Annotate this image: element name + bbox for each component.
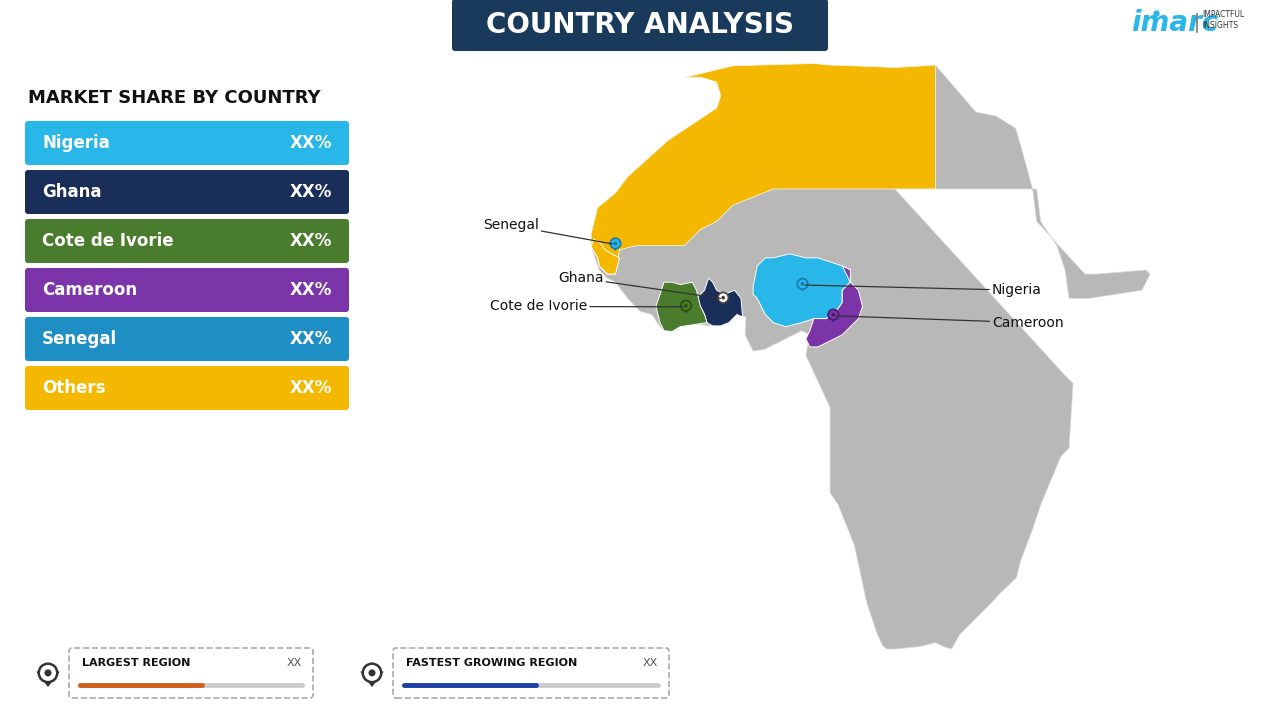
Text: XX%: XX% xyxy=(289,134,332,152)
Text: XX%: XX% xyxy=(289,183,332,201)
Text: Ghana: Ghana xyxy=(558,271,721,298)
Text: XX%: XX% xyxy=(289,379,332,397)
Polygon shape xyxy=(591,63,936,274)
FancyBboxPatch shape xyxy=(26,268,349,312)
Text: COUNTRY ANALYSIS: COUNTRY ANALYSIS xyxy=(486,11,794,39)
Text: Cameroon: Cameroon xyxy=(836,315,1064,330)
FancyBboxPatch shape xyxy=(26,170,349,214)
Polygon shape xyxy=(797,284,808,290)
Circle shape xyxy=(722,296,724,300)
Polygon shape xyxy=(753,253,850,327)
FancyBboxPatch shape xyxy=(26,317,349,361)
Text: MARKET SHARE BY COUNTRY: MARKET SHARE BY COUNTRY xyxy=(28,89,320,107)
Circle shape xyxy=(369,670,375,676)
Polygon shape xyxy=(681,306,691,312)
Text: Cote de Ivorie: Cote de Ivorie xyxy=(42,232,174,250)
Polygon shape xyxy=(655,282,707,331)
Polygon shape xyxy=(718,297,728,304)
Text: Cote de Ivorie: Cote de Ivorie xyxy=(490,300,684,313)
Circle shape xyxy=(38,664,58,682)
Text: FASTEST GROWING REGION: FASTEST GROWING REGION xyxy=(406,658,577,668)
Circle shape xyxy=(362,664,381,682)
Text: Cameroon: Cameroon xyxy=(42,281,137,299)
FancyBboxPatch shape xyxy=(26,219,349,263)
FancyBboxPatch shape xyxy=(26,121,349,165)
Text: IMPACTFUL
INSIGHTS: IMPACTFUL INSIGHTS xyxy=(1202,9,1244,30)
Polygon shape xyxy=(591,239,620,274)
Text: Nigeria: Nigeria xyxy=(805,283,1042,297)
Polygon shape xyxy=(38,673,58,685)
Circle shape xyxy=(718,292,728,303)
Circle shape xyxy=(832,312,836,317)
Circle shape xyxy=(45,670,51,676)
Text: XX: XX xyxy=(287,658,302,668)
Circle shape xyxy=(801,282,804,286)
Polygon shape xyxy=(696,278,742,326)
Polygon shape xyxy=(828,315,838,321)
Circle shape xyxy=(613,241,617,246)
Text: Others: Others xyxy=(42,379,105,397)
Polygon shape xyxy=(611,243,621,250)
Circle shape xyxy=(828,310,838,320)
Circle shape xyxy=(684,304,687,307)
Text: Nigeria: Nigeria xyxy=(42,134,110,152)
Text: XX: XX xyxy=(643,658,658,668)
Text: Senegal: Senegal xyxy=(42,330,118,348)
FancyBboxPatch shape xyxy=(452,0,828,51)
Circle shape xyxy=(611,238,621,248)
FancyBboxPatch shape xyxy=(26,366,349,410)
Polygon shape xyxy=(591,63,1149,649)
Text: imarc: imarc xyxy=(1132,9,1219,37)
FancyBboxPatch shape xyxy=(393,648,669,698)
Circle shape xyxy=(681,300,691,311)
Text: Ghana: Ghana xyxy=(42,183,101,201)
Text: XX%: XX% xyxy=(289,330,332,348)
Polygon shape xyxy=(806,266,863,347)
Text: LARGEST REGION: LARGEST REGION xyxy=(82,658,191,668)
Circle shape xyxy=(797,279,808,289)
Text: XX%: XX% xyxy=(289,232,332,250)
FancyBboxPatch shape xyxy=(69,648,314,698)
Polygon shape xyxy=(362,673,381,685)
Text: Senegal: Senegal xyxy=(483,218,613,244)
Text: XX%: XX% xyxy=(289,281,332,299)
